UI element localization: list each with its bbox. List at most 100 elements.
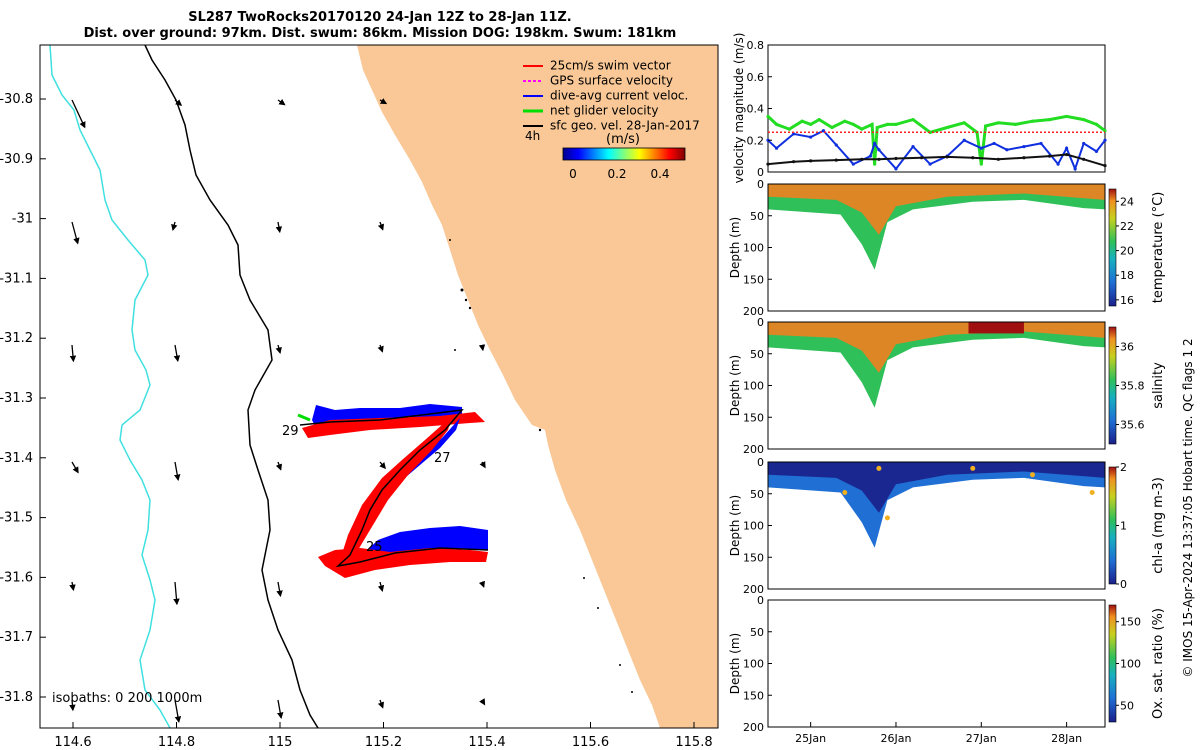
sfc-velocity-arrow [69, 344, 77, 363]
colorbar-tick-0.4: 0.4 [650, 167, 669, 181]
section-ytick-label: 0 [757, 594, 764, 607]
velocity-point [766, 114, 770, 119]
velocity-point [945, 125, 949, 130]
section-ytick-label: 0 [757, 456, 764, 469]
velocity-point [1013, 122, 1018, 126]
section-ytick-label: 200 [743, 583, 764, 596]
colorbar-label: Ox. sat. ratio (%) [1151, 608, 1166, 719]
velocity-point [1073, 167, 1077, 171]
isobath-200m [144, 45, 319, 728]
map-ytick-label: -30.9 [0, 152, 33, 167]
section-ytick-label: 0 [757, 316, 764, 329]
velocity-point [1094, 149, 1099, 153]
land-mass [357, 45, 718, 728]
velocity-frame [767, 44, 1106, 173]
velocity-ytick-label: 0.4 [747, 103, 765, 116]
velocity-point [894, 167, 898, 171]
legend-item-swim-vector: 25cm/s swim vector [523, 59, 671, 73]
velocity-ytick-label: 0.6 [747, 71, 765, 84]
sfc-velocity-arrow [377, 699, 385, 709]
velocity-point [894, 156, 898, 161]
velocity-point [877, 157, 881, 161]
velocity-point [1103, 138, 1107, 142]
colorbar-tick-label: 2 [1120, 461, 1127, 474]
colorbar-tick-label: 22 [1120, 220, 1134, 233]
sfc-velocity-arrow [379, 98, 388, 105]
velocity-point [774, 122, 779, 126]
section-background [768, 600, 1105, 727]
velocity-point [1065, 146, 1069, 150]
section-ytick-label: 50 [750, 210, 764, 223]
sfc-velocity-arrow [275, 221, 283, 234]
velocity-point [911, 118, 915, 122]
date-tick-label: 26Jan [880, 732, 911, 745]
title-line-2: Dist. over ground: 97km. Dist. swum: 86k… [83, 26, 677, 41]
velocity-y-axis: 0 0.2 0.4 0.6 0.8 [747, 39, 772, 179]
velocity-point [1094, 122, 1099, 126]
map-ytick-label: -31 [12, 212, 33, 227]
map-y-axis: -30.8 -30.9 -31 -31.1 -31.2 -31.3 -31.4 -31.5 -3… [0, 92, 46, 705]
track-label-27: 27 [434, 451, 451, 466]
colorbar-tick-label: 36 [1120, 341, 1134, 354]
section-surface-field [768, 322, 1105, 373]
svg-text:net glider velocity: net glider velocity [550, 104, 658, 118]
section-panel-4: 0 50 100 150 200 Depth (m) 50 100 150 Ox. sat. ra… [728, 594, 1166, 734]
map-frame [39, 44, 719, 729]
velocity-point [1022, 156, 1026, 160]
velocity-point [791, 132, 796, 136]
velocity-point [1005, 148, 1009, 152]
sfc-velocity-arrow [174, 461, 181, 482]
colorbar-label: temperature (°C) [1151, 192, 1166, 304]
velocity-point [1103, 164, 1107, 168]
colorbar-tick-label: 0 [1120, 578, 1127, 591]
map-legend: 25cm/s swim vector GPS surface velocity … [523, 59, 700, 181]
velocity-point [996, 157, 1000, 161]
velocity-point [1082, 157, 1086, 161]
sfc-velocity-arrow [478, 344, 486, 352]
velocity-point [945, 155, 949, 159]
sfc-velocity-arrow [377, 221, 385, 231]
colorbar-tick-label: 50 [1120, 699, 1134, 712]
speed-colorbar [562, 147, 686, 161]
velocity-point [1065, 152, 1069, 157]
sfc-velocity-arrow [173, 344, 181, 363]
section-ytick-label: 100 [743, 380, 764, 393]
velocity-point [996, 121, 1000, 125]
glider-path-line [299, 409, 489, 568]
velocity-point [851, 162, 855, 166]
velocity-point [774, 146, 779, 150]
track-label-29: 29 [282, 424, 299, 439]
velocity-point [1047, 118, 1052, 122]
section-ytick-label: 100 [743, 520, 764, 533]
colorbar-tick-label: 100 [1120, 658, 1141, 671]
sfc-velocity-arrow [174, 699, 182, 723]
sfc-velocity-arrow [479, 698, 486, 706]
velocity-point [1103, 129, 1107, 133]
svg-text:GPS surface velocity: GPS surface velocity [550, 74, 673, 88]
velocity-point [992, 141, 996, 146]
colorbar-label: salinity [1151, 362, 1166, 409]
velocity-point [787, 127, 791, 131]
map-xtick-label: 114.8 [158, 735, 195, 750]
velocity-point [1047, 154, 1052, 158]
velocity-point [873, 162, 877, 166]
colorbar-tick-label: 24 [1120, 195, 1134, 208]
velocity-point [1082, 141, 1086, 146]
chl-high-point [884, 515, 890, 521]
legend-item-dive-avg-current: dive-avg current veloc. [523, 89, 688, 103]
map-ytick-label: -31.6 [0, 570, 33, 585]
sfc-velocity-arrow [71, 221, 80, 245]
section-surface-field [768, 462, 1105, 513]
velocity-point [911, 145, 915, 149]
velocity-point [962, 138, 966, 142]
map-xtick-label: 115.2 [365, 735, 402, 750]
map-ytick-label: -31.1 [0, 271, 33, 286]
sfc-velocity-arrow [171, 221, 178, 231]
legend-item-net-glider-velocity: net glider velocity [523, 104, 658, 118]
date-tick-label: 28Jan [1051, 732, 1082, 745]
velocity-ytick-label: 0.8 [747, 39, 765, 52]
velocity-series-dive-avg-current-veloc- [767, 129, 1106, 172]
svg-text:dive-avg current veloc.: dive-avg current veloc. [550, 89, 688, 103]
date-tick-label: 25Jan [795, 732, 826, 745]
velocity-point [834, 143, 838, 147]
